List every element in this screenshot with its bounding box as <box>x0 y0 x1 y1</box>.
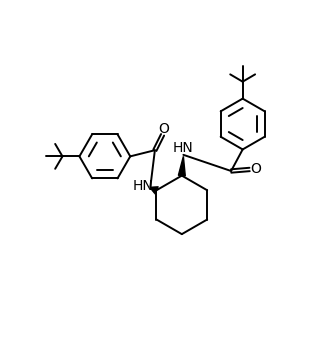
Text: O: O <box>158 122 169 136</box>
Polygon shape <box>179 156 185 176</box>
Text: O: O <box>250 162 261 176</box>
Text: HN: HN <box>173 141 194 155</box>
Text: HN: HN <box>132 179 153 193</box>
